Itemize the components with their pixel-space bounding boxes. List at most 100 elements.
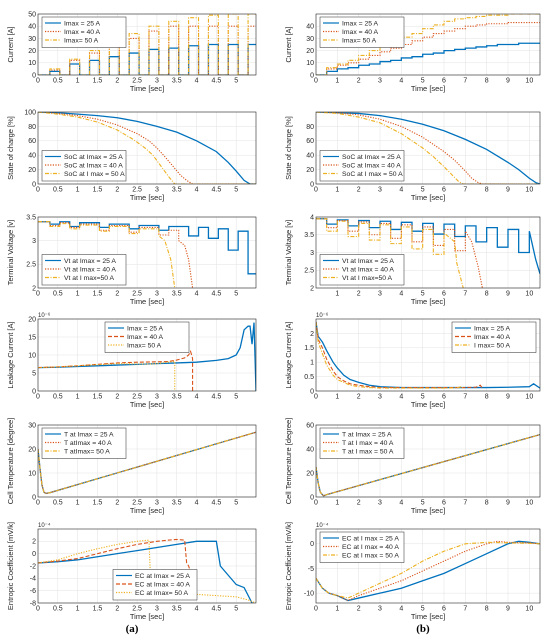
- x-tick-label: 3: [378, 78, 382, 85]
- x-tick-label: 2: [115, 394, 119, 401]
- legend-label: SoC at I max = 50 A: [342, 171, 403, 178]
- x-tick-label: 6: [442, 394, 446, 401]
- x-tick-label: 0: [314, 78, 318, 85]
- y-tick-label: 10: [28, 352, 36, 359]
- caption-b: (b): [416, 623, 430, 635]
- x-tick-label: 0: [36, 500, 40, 507]
- y-tick-label: -6: [30, 588, 36, 595]
- legend-label: EC at Imax = 40 A: [135, 581, 190, 588]
- y-tick-label: 0: [310, 181, 314, 188]
- x-tick-label: 2.5: [132, 291, 142, 298]
- x-tick-label: 4: [195, 291, 199, 298]
- x-tick-label: 4: [399, 500, 403, 507]
- series-line-1: [38, 322, 256, 391]
- x-tick-label: 4: [399, 394, 403, 401]
- x-tick-label: 7: [463, 291, 467, 298]
- y-tick-label: 2: [310, 285, 314, 292]
- y-tick-label: 4: [310, 214, 314, 221]
- y-tick-label: 0: [32, 181, 36, 188]
- series-line-2: [38, 221, 194, 288]
- x-tick-label: 5: [421, 606, 425, 613]
- x-tick-label: 4: [195, 500, 199, 507]
- x-tick-label: 6: [442, 606, 446, 613]
- x-tick-label: 2: [115, 606, 119, 613]
- legend: Vt at Imax = 25 AVt at Imax = 40 A Vt at …: [41, 254, 127, 286]
- legend-label: Imax = 25 A: [64, 20, 101, 27]
- x-axis-label: Time [sec]: [130, 84, 164, 93]
- x-tick-label: 1: [335, 394, 339, 401]
- y-tick-label: 3: [32, 238, 36, 245]
- y-tick-label: 1: [310, 360, 314, 367]
- y-axis-label: Entropic Coefficient [mV/k]: [284, 522, 293, 610]
- axes-box: [315, 424, 541, 498]
- x-tick-label: 2.5: [132, 187, 142, 194]
- y-axis-exponent: 10⁻⁴: [38, 522, 51, 529]
- y-tick-label: 40: [28, 153, 36, 160]
- legend-label: SoC at Imax = 25 A: [342, 154, 401, 161]
- x-tick-label: 0: [314, 187, 318, 194]
- legend-label: EC at I max = 40 A: [342, 544, 399, 551]
- legend-label: SoC at Imax = 25 A: [64, 154, 123, 161]
- x-tick-label: 1.5: [93, 291, 103, 298]
- caption-a: (a): [126, 623, 139, 635]
- x-tick-label: 5: [234, 291, 238, 298]
- x-tick-label: 1.5: [93, 500, 103, 507]
- x-tick-label: 10: [525, 78, 533, 85]
- x-axis-label: Time [sec]: [130, 506, 164, 515]
- y-tick-label: 40: [28, 24, 36, 31]
- x-tick-label: 2.5: [132, 500, 142, 507]
- x-tick-label: 0.5: [53, 500, 63, 507]
- x-tick-label: 3.5: [172, 187, 182, 194]
- legend-box: [319, 427, 405, 459]
- legend-label: EC at Imax= 50 A: [135, 590, 189, 597]
- x-tick-label: 6: [442, 500, 446, 507]
- x-tick-label: 7: [463, 500, 467, 507]
- chart-b3: 1 2 3 4 5 6 7 8 9 10 2 2.5 3 3.5 4 Time [sec] Terminal V…: [284, 214, 541, 306]
- legend-box: [112, 569, 198, 601]
- x-tick-label: 4.5: [211, 78, 221, 85]
- legend-label: Vt at I max=50 A: [64, 275, 115, 282]
- series-line-3: [38, 360, 176, 391]
- x-tick-label: 5: [421, 78, 425, 85]
- legend-label: Imax = 40 A: [64, 29, 101, 36]
- x-tick-label: 9: [506, 78, 510, 85]
- series-line-1: [316, 42, 540, 75]
- legend-box: [319, 254, 405, 286]
- legend-label: T at Imax = 25 A: [342, 431, 392, 438]
- x-tick-label: 9: [506, 187, 510, 194]
- y-tick-label: 20: [28, 446, 36, 453]
- x-axis-label: Time [sec]: [130, 400, 164, 409]
- chart-b1: 0 1 2 3 4 5 6 7 8 9 10 0 10 20 30 40 Time [sec] Current […: [284, 13, 541, 93]
- x-tick-label: 5: [234, 606, 238, 613]
- chart-b6: 0 1 2 3 4 5 6 7 8 9 10 -10 -5 0 Time [sec] Entropic Coe…: [284, 522, 541, 621]
- axes-box: [37, 216, 257, 289]
- x-tick-label: 10: [525, 606, 533, 613]
- x-tick-label: 5: [234, 78, 238, 85]
- chart-a6: 0 0.5 1 1.5 2 2.5 3 3.5 4 4.5 5 -8 -6 -4 -2 0 2 Time [sec…: [6, 522, 257, 621]
- series-line-2: [316, 112, 540, 184]
- x-tick-label: 3.5: [172, 606, 182, 613]
- x-tick-label: 8: [485, 606, 489, 613]
- x-tick-label: 1: [335, 78, 339, 85]
- x-tick-label: 0.5: [53, 187, 63, 194]
- y-tick-label: 30: [306, 36, 314, 43]
- x-axis-label: Time [sec]: [411, 297, 445, 306]
- x-tick-label: 3: [155, 291, 159, 298]
- x-tick-label: 5: [234, 187, 238, 194]
- x-tick-label: 2: [357, 500, 361, 507]
- legend-box: [41, 150, 127, 182]
- x-tick-label: 6: [442, 78, 446, 85]
- legend-label: Imax= 50 A: [127, 342, 162, 349]
- axes-box: [37, 528, 257, 604]
- legend-label: EC at I max = 25 A: [342, 535, 399, 542]
- legend-box: [319, 16, 405, 48]
- x-tick-label: 3: [155, 606, 159, 613]
- series-line-3: [38, 221, 176, 288]
- legend-box: [41, 427, 127, 459]
- y-tick-label: -5: [308, 566, 314, 573]
- y-tick-label: 60: [28, 138, 36, 145]
- legend-label: Imax= 50 A: [64, 37, 99, 44]
- x-tick-label: 8: [485, 187, 489, 194]
